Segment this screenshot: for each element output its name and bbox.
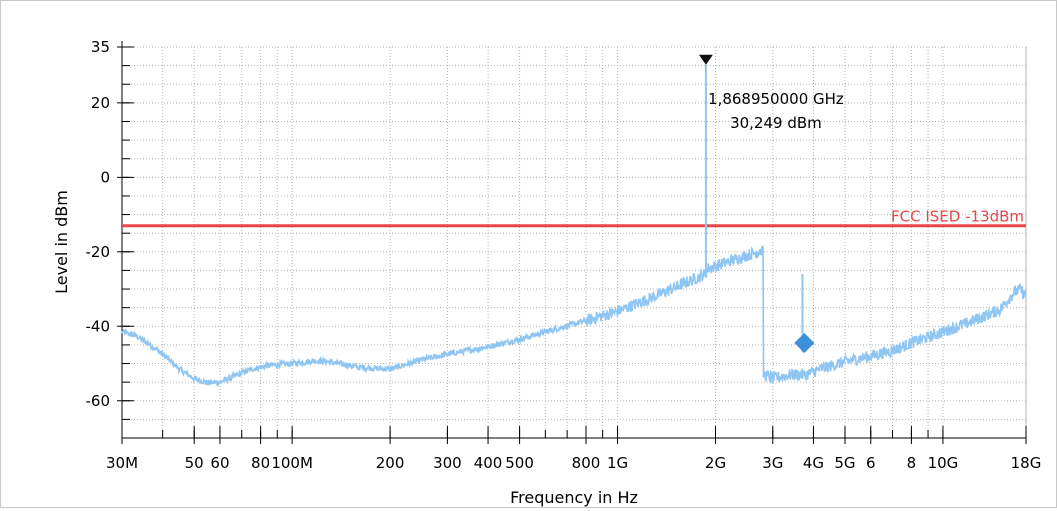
x-tick-label: 200 [376, 454, 405, 472]
x-tick-label: 100M [271, 454, 313, 472]
x-tick-label: 60 [210, 454, 229, 472]
y-tick-label: -40 [86, 317, 111, 335]
y-tick-label: -20 [86, 243, 111, 261]
y-tick-label: 20 [91, 94, 110, 112]
markers: 1,868950000 GHz 30,249 dBm [698, 54, 844, 354]
y-tick-label: 35 [91, 38, 110, 56]
grid [121, 46, 1027, 438]
peak-marker-icon [698, 54, 713, 65]
x-tick-label: 30M [106, 454, 138, 472]
x-tick-label: 5G [834, 454, 855, 472]
x-tick-label: 2G [705, 454, 726, 472]
limit-line-group: FCC ISED -13dBm [122, 208, 1026, 228]
x-tick-label: 800 [572, 454, 601, 472]
x-tick-label: 10G [928, 454, 959, 472]
x-tick-label: 300 [433, 454, 462, 472]
x-tick-label: 4G [803, 454, 824, 472]
y-tick-labels: 35 20 0 -20 -40 -60 [86, 38, 111, 410]
x-tick-label: 80 [251, 454, 270, 472]
marker-level-label: 30,249 dBm [730, 114, 822, 132]
x-tick-label: 3G [762, 454, 783, 472]
x-tick-labels: 30M 50 60 80 100M 200 300 400 500 800 1G 2G 3G 4G 5G 6 8… [106, 454, 1041, 472]
x-axis-label: Frequency in Hz [510, 488, 638, 507]
x-tick-label: 400 [474, 454, 503, 472]
limit-line-label: FCC ISED -13dBm [891, 208, 1024, 226]
plot-area [122, 47, 1026, 438]
x-tick-label: 1G [607, 454, 628, 472]
x-tick-label: 6 [866, 454, 876, 472]
y-axis-label: Level in dBm [52, 190, 71, 294]
marker-frequency-label: 1,868950000 GHz [708, 90, 844, 108]
x-tick-label: 500 [505, 454, 534, 472]
x-tick-label: 8 [907, 454, 917, 472]
y-tick-label: -60 [86, 392, 111, 410]
spectrum-trace [121, 245, 1027, 388]
x-tick-label: 50 [185, 454, 204, 472]
axes [117, 41, 1027, 444]
y-tick-label: 0 [100, 168, 110, 186]
diamond-marker-icon [794, 333, 815, 354]
x-tick-label: 18G [1011, 454, 1042, 472]
